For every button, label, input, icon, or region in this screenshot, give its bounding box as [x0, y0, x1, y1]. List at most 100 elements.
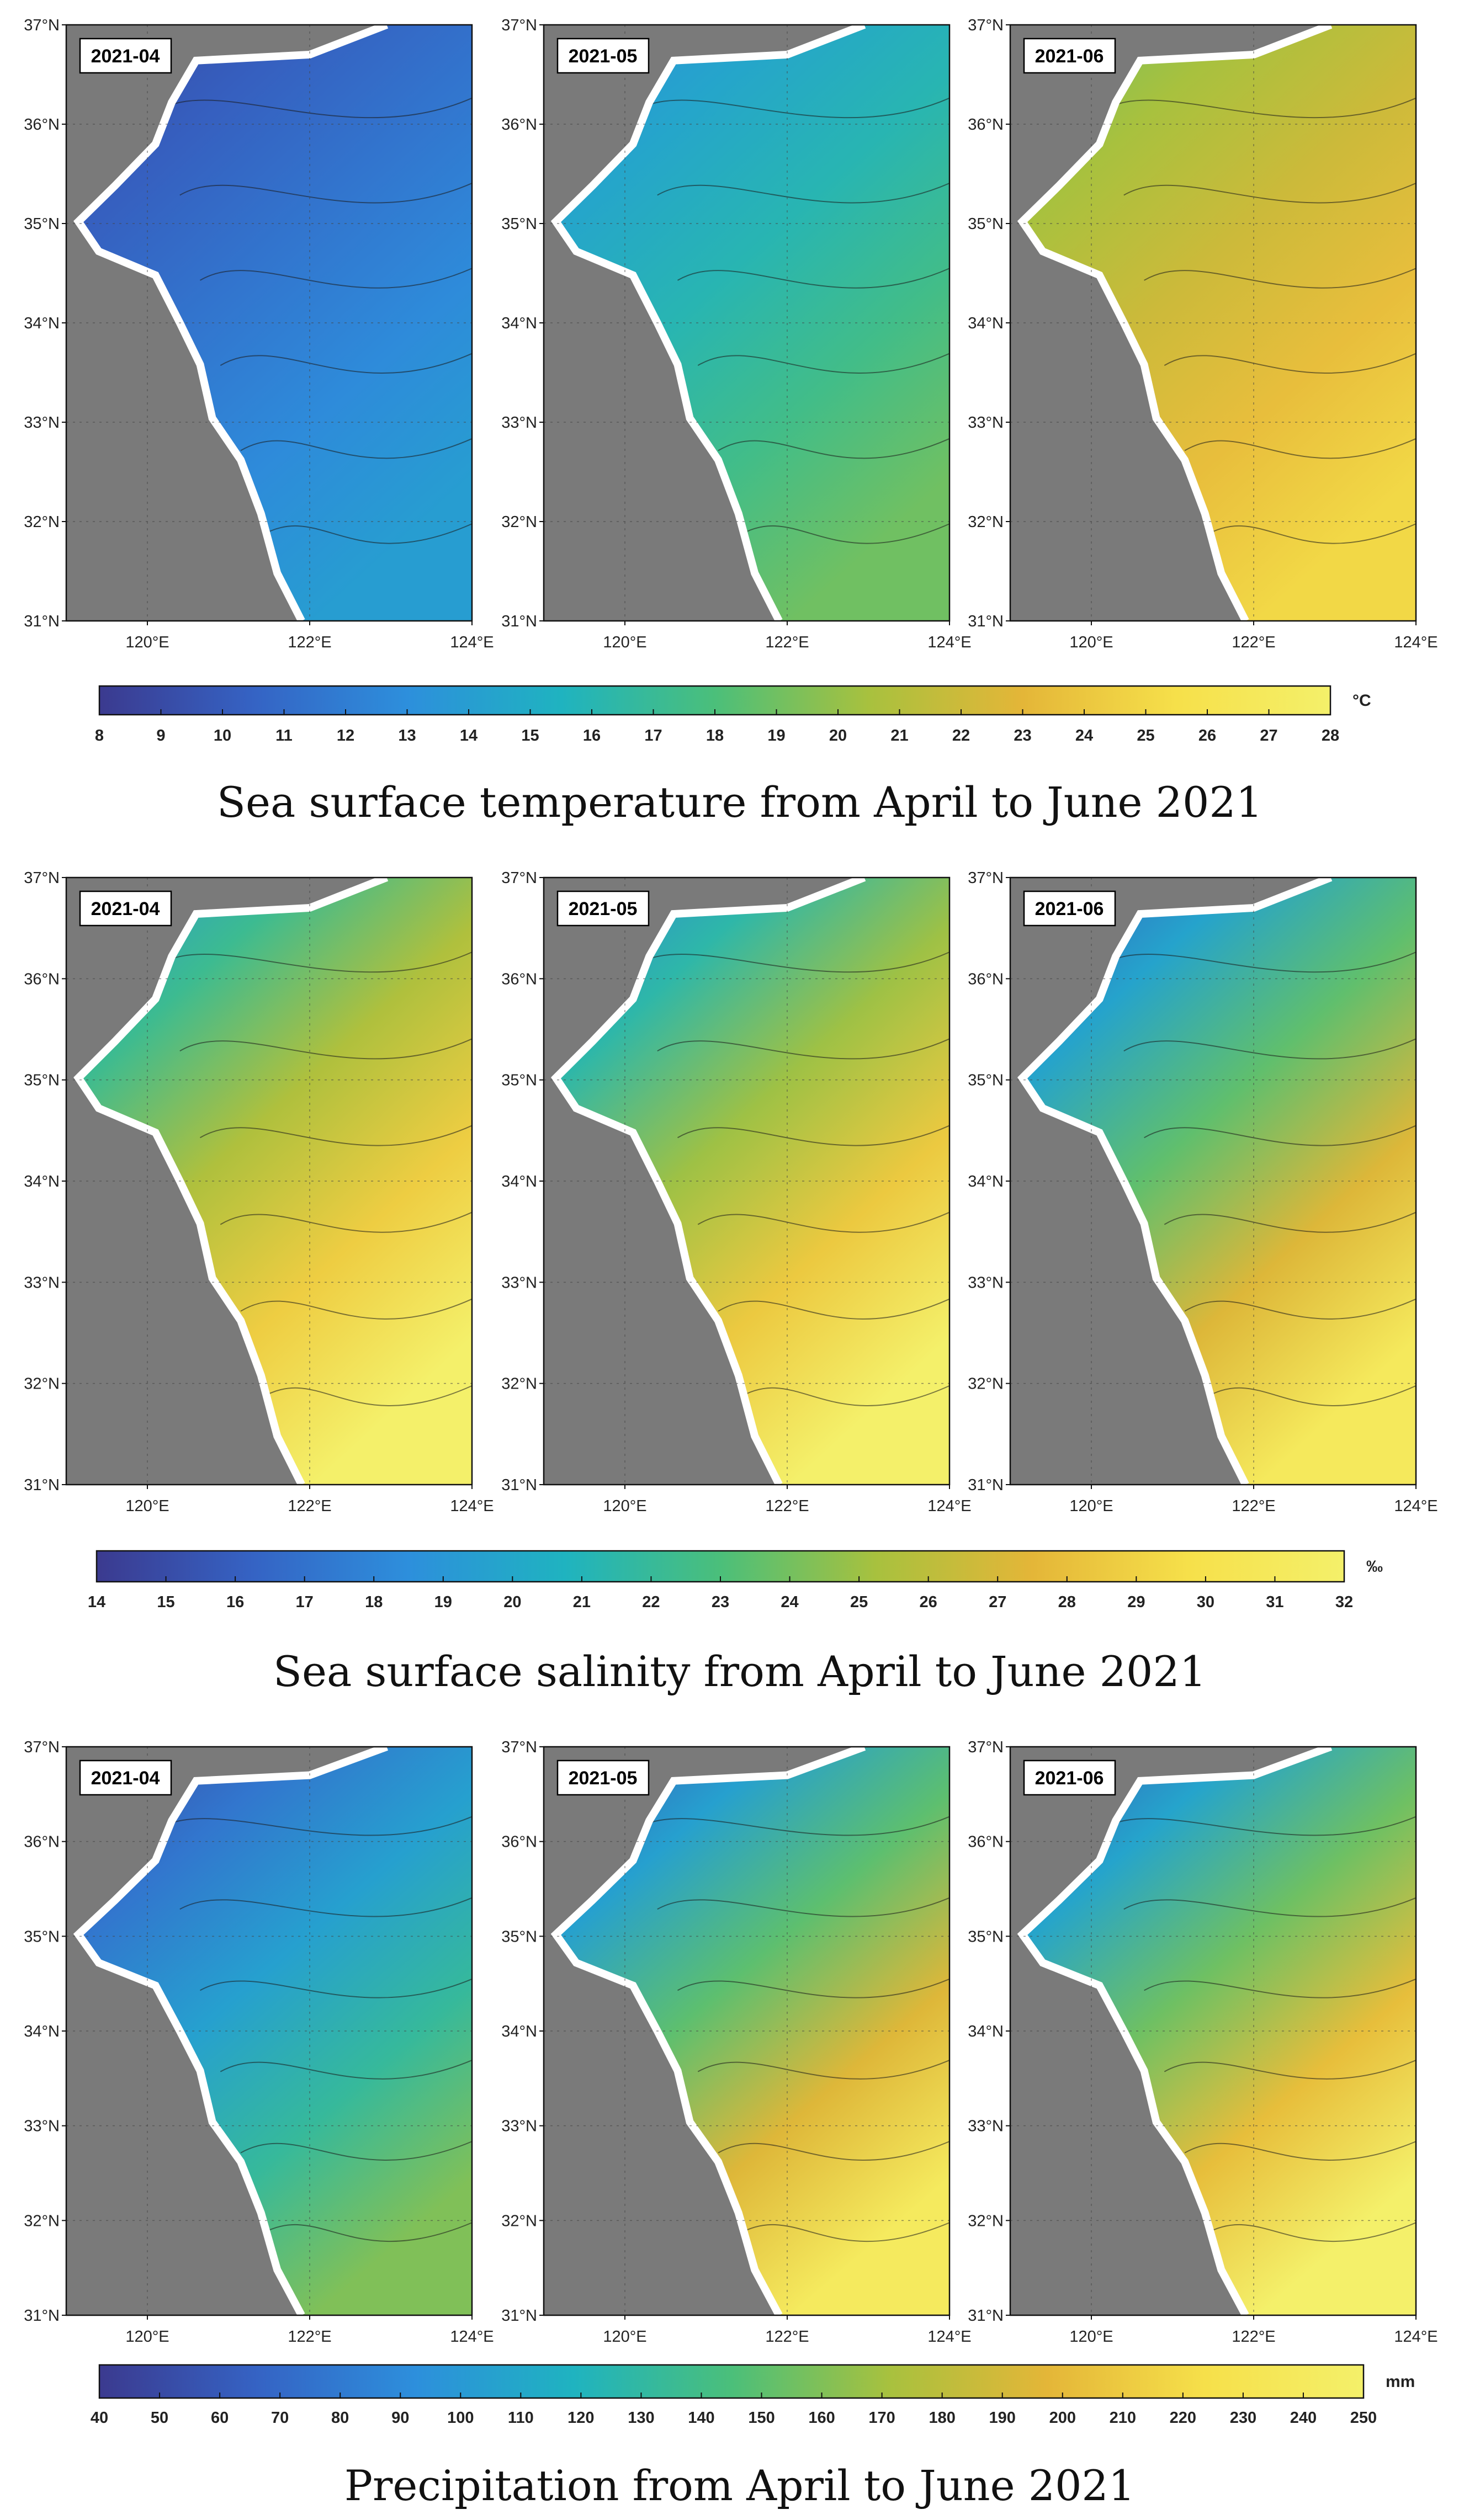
contour-line — [657, 1897, 950, 1917]
contour-line — [200, 1978, 473, 1998]
figure-caption: Sea surface temperature from April to Ju… — [217, 778, 1262, 827]
x-tick-label: 122°E — [765, 2328, 809, 2346]
land-mask-overlay — [66, 25, 387, 621]
y-tick-label: 33°N — [968, 1274, 1004, 1291]
y-tick-label: 36°N — [968, 1833, 1004, 1851]
land-mask-overlay — [544, 25, 864, 621]
y-tick-label: 35°N — [501, 1072, 537, 1089]
y-tick-label: 37°N — [501, 17, 537, 34]
colorbar-tick-label: 25 — [850, 1593, 868, 1611]
x-tick-label: 120°E — [1069, 1497, 1113, 1515]
y-tick-label: 36°N — [501, 970, 537, 988]
y-tick-label: 31°N — [501, 613, 537, 630]
contour-line — [636, 951, 950, 973]
x-tick-label: 120°E — [603, 2328, 646, 2346]
map-panel-2-0: 2021-04 37°N 36°N 35°N 34°N 33°N 32°N 31°N 120°E… — [24, 1739, 494, 2346]
colorbar-tick-label: 120 — [567, 2409, 594, 2427]
coastline — [1017, 874, 1333, 1487]
contour-line — [1164, 2060, 1417, 2080]
x-tick-label: 122°E — [288, 634, 331, 651]
coastline — [73, 21, 389, 623]
x-tick-label: 120°E — [1069, 2328, 1113, 2346]
contour-line — [738, 2222, 950, 2242]
panel-label-box — [556, 38, 650, 74]
contour-line — [738, 523, 950, 544]
x-tick-label: 122°E — [1232, 634, 1275, 651]
map-panel-0-0: 2021-04 37°N 36°N 35°N 34°N 33°N 32°N 31°N 120°E… — [24, 17, 494, 651]
y-tick-label: 35°N — [968, 1928, 1004, 1945]
y-tick-label: 31°N — [24, 613, 60, 630]
colorbar-tick-label: 21 — [573, 1593, 591, 1611]
colorbar-tick-label: 220 — [1170, 2409, 1196, 2427]
y-tick-label: 37°N — [24, 17, 60, 34]
colorbar-tick-label: 180 — [929, 2409, 955, 2427]
contour-line — [220, 353, 473, 374]
panel-date-label: 2021-06 — [1035, 46, 1104, 67]
colorbar-tick-label: 140 — [688, 2409, 714, 2427]
colorbar-tick-label: 230 — [1230, 2409, 1256, 2427]
map-panel-0-2: 2021-06 37°N 36°N 35°N 34°N 33°N 32°N 31°N 120°E… — [968, 17, 1437, 651]
colorbar-tick-label: 24 — [781, 1593, 798, 1611]
panel-label-box — [79, 1759, 172, 1796]
colorbar-tick-label: 28 — [1322, 727, 1339, 745]
colorbar-tick-label: 17 — [296, 1593, 314, 1611]
colorbar-tick-label: 210 — [1110, 2409, 1136, 2427]
contour-line — [1123, 1038, 1417, 1060]
x-tick-label: 122°E — [288, 2328, 331, 2346]
colorbar-0: 8 9 10 11 12 13 14 15 16 17 18 19 20 21 22 23 24 25 26 27 28… — [95, 685, 1371, 745]
x-tick-label: 122°E — [1232, 2328, 1275, 2346]
contour-line — [1205, 1385, 1417, 1406]
y-tick-label: 34°N — [24, 315, 60, 332]
contour-line — [1205, 523, 1417, 544]
contour-line — [199, 1125, 473, 1146]
contour-line — [261, 523, 473, 544]
y-tick-label: 32°N — [24, 513, 60, 531]
y-tick-label: 33°N — [24, 414, 60, 432]
figure-caption: Precipitation from April to June 2021 — [344, 2461, 1135, 2510]
x-tick-label: 124°E — [1394, 634, 1437, 651]
colorbar-tick-label: 26 — [920, 1593, 937, 1611]
sea-field — [1022, 1747, 1416, 2315]
x-tick-label: 122°E — [1232, 1497, 1275, 1515]
colorbar-tick-label: 10 — [214, 727, 231, 745]
y-tick-label: 32°N — [501, 513, 537, 531]
contour-line — [240, 438, 473, 459]
y-tick-label: 32°N — [501, 1375, 537, 1393]
sea-field — [1022, 25, 1416, 621]
y-tick-label: 31°N — [501, 1476, 537, 1494]
contour-line — [718, 2141, 950, 2161]
colorbar-tick-label: 15 — [521, 727, 539, 745]
colorbar-tick-label: 9 — [156, 727, 165, 745]
y-tick-label: 36°N — [24, 1833, 60, 1851]
contour-line — [636, 97, 950, 119]
contour-line — [1144, 1125, 1417, 1146]
sea-field — [1022, 878, 1416, 1485]
x-tick-label: 120°E — [603, 1497, 646, 1515]
contour-line — [199, 268, 473, 289]
y-tick-label: 37°N — [968, 17, 1004, 34]
colorbar-tick-label: 150 — [748, 2409, 775, 2427]
x-tick-label: 120°E — [125, 2328, 169, 2346]
colorbar-tick-label: 190 — [989, 2409, 1016, 2427]
contour-line — [1184, 2141, 1417, 2161]
y-tick-label: 36°N — [968, 970, 1004, 988]
contour-line — [1184, 438, 1417, 459]
panel-date-label: 2021-05 — [569, 46, 638, 67]
colorbar-tick-label: 50 — [151, 2409, 168, 2427]
colorbar-gradient — [98, 2364, 1365, 2399]
land-mask-overlay — [1010, 1747, 1331, 2315]
colorbar-tick-label: 250 — [1350, 2409, 1377, 2427]
colorbar-tick-label: 26 — [1198, 727, 1216, 745]
map-panel-1-2: 2021-06 37°N 36°N 35°N 34°N 33°N 32°N 31°N 120°E… — [968, 869, 1437, 1515]
panel-label-box — [556, 890, 650, 927]
colorbar-tick-label: 30 — [1197, 1593, 1214, 1611]
colorbar-tick-label: 22 — [952, 727, 970, 745]
y-tick-label: 37°N — [24, 1739, 60, 1756]
y-tick-label: 36°N — [968, 116, 1004, 134]
contour-line — [657, 1038, 950, 1060]
y-tick-label: 36°N — [24, 970, 60, 988]
colorbar-tick-label: 23 — [1014, 727, 1031, 745]
contour-line — [636, 1816, 950, 1836]
x-tick-label: 124°E — [927, 634, 971, 651]
colorbar-tick-label: 13 — [398, 727, 416, 745]
